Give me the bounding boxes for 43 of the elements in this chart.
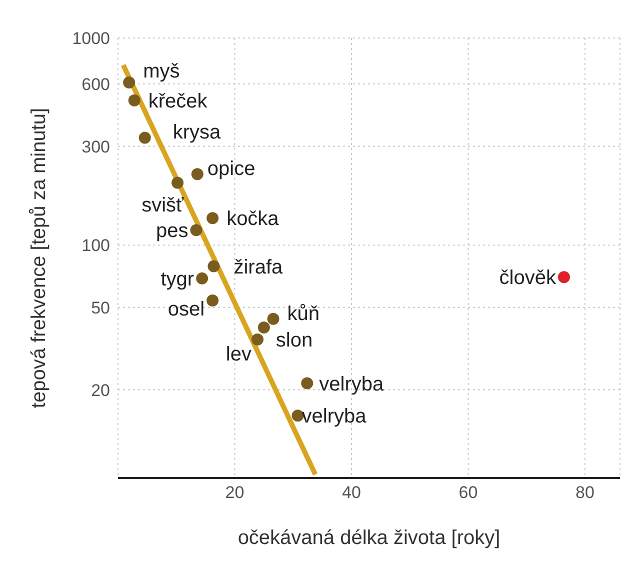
annotation: krysa [172,122,222,144]
point [196,272,208,284]
annotation: opice [207,158,256,180]
x-tick-label: 40 [342,483,361,502]
annotation: křeček [148,90,208,112]
annotation: člověk [499,267,557,290]
x-tick-label: 60 [458,483,478,502]
x-tick-label: 80 [576,483,594,502]
annotation: pes [156,220,188,242]
point [258,321,270,334]
point [558,271,570,284]
y-axis-title: tepová frekvence [tepů za minutu] [28,108,50,408]
point [172,176,184,189]
annotation: kůň [287,302,320,325]
point [301,377,314,390]
point [252,333,264,346]
point [128,94,140,106]
point [206,294,219,306]
point [206,212,219,224]
y-tick-label: 300 [82,137,110,156]
annotation: velryba [319,373,384,396]
point [123,76,136,88]
annotation: osel [168,298,205,320]
y-tick-label: 600 [82,74,110,94]
annotation: myš [143,60,180,82]
point [138,132,151,144]
annotation: svišť [142,194,184,217]
annotation: slon [276,329,313,352]
y-tick-label: 100 [82,236,110,256]
x-tick-label: 20 [225,483,244,502]
x-axis-title: očekávaná délka života [roky] [238,527,500,549]
point [267,312,280,325]
annotation: kočka [226,208,280,230]
y-tick-label: 20 [91,380,110,400]
y-tick-label: 50 [91,298,110,318]
annotation: lev [226,343,252,366]
annotation: velryba [302,406,368,428]
annotation: tygr [160,268,194,290]
point [190,224,202,236]
point [191,168,204,180]
annotation: žirafa [234,256,284,278]
y-tick-label: 1000 [72,29,110,48]
point [208,260,220,272]
